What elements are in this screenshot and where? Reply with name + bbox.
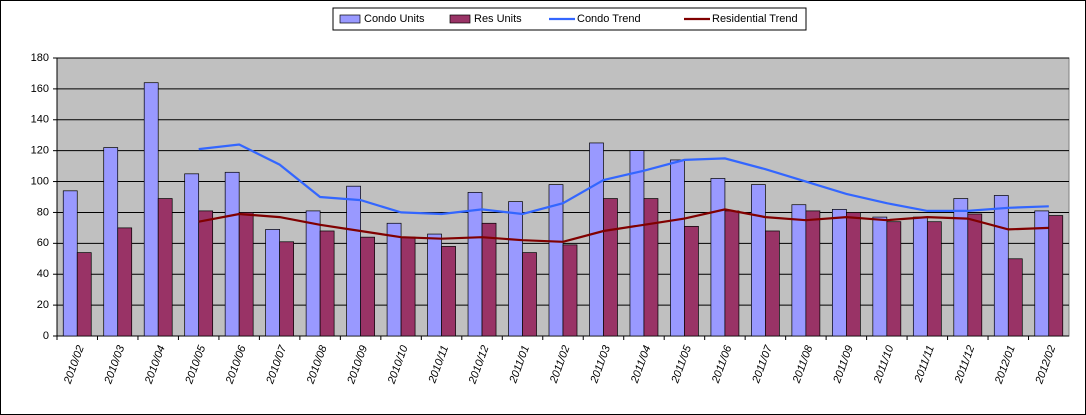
bar xyxy=(967,213,983,337)
bar xyxy=(724,210,740,337)
bar xyxy=(157,198,173,337)
legend-label: Condo Trend xyxy=(577,13,641,25)
y-tick-label: 160 xyxy=(31,83,49,95)
bar xyxy=(184,173,200,337)
bar xyxy=(1048,215,1064,337)
legend-label: Res Units xyxy=(474,13,522,25)
bar xyxy=(791,204,807,337)
bar xyxy=(224,171,240,337)
bar xyxy=(886,221,902,337)
bar xyxy=(629,150,645,337)
bar xyxy=(562,244,578,337)
legend-swatch xyxy=(449,14,471,24)
bar xyxy=(926,221,942,337)
legend-label: Condo Units xyxy=(364,13,425,25)
y-tick-label: 100 xyxy=(31,175,49,187)
bar xyxy=(522,252,537,337)
trend-line xyxy=(198,143,1049,216)
y-tick-label: 40 xyxy=(37,268,49,280)
bar xyxy=(805,210,821,337)
bar xyxy=(1034,210,1050,337)
bar xyxy=(751,184,766,337)
y-tick-label: 180 xyxy=(31,52,49,64)
bar xyxy=(1007,258,1023,337)
bar xyxy=(589,142,604,337)
bar xyxy=(684,225,699,337)
bar xyxy=(360,236,375,337)
bar xyxy=(427,233,442,337)
bar xyxy=(76,252,92,337)
bar xyxy=(846,212,861,337)
y-tick-label: 60 xyxy=(37,237,49,249)
bar xyxy=(62,190,78,337)
bar xyxy=(305,210,321,337)
bar xyxy=(238,212,254,337)
bar xyxy=(467,192,483,337)
bar xyxy=(346,185,361,337)
bar xyxy=(441,246,456,337)
bar xyxy=(643,198,659,337)
bar xyxy=(279,241,294,337)
bar xyxy=(912,216,928,337)
y-tick-label: 80 xyxy=(37,206,49,218)
bar xyxy=(265,229,280,337)
bar xyxy=(198,210,214,337)
bar xyxy=(872,216,888,337)
y-tick-label: 20 xyxy=(37,299,49,311)
y-tick-label: 0 xyxy=(43,330,49,342)
y-tick-label: 140 xyxy=(31,114,49,126)
trend-line xyxy=(198,208,1049,243)
bar xyxy=(481,222,497,337)
bar xyxy=(103,147,119,337)
bar xyxy=(319,230,335,337)
legend-swatch xyxy=(339,14,361,24)
bar xyxy=(765,230,780,337)
bar xyxy=(508,201,523,337)
bar xyxy=(832,209,847,337)
y-tick-label: 120 xyxy=(31,145,49,157)
legend-label: Residential Trend xyxy=(712,13,798,25)
bar xyxy=(710,178,726,337)
bar xyxy=(117,227,133,337)
bar xyxy=(143,82,159,337)
bar xyxy=(400,236,416,337)
bar xyxy=(993,195,1009,337)
bar xyxy=(670,159,685,337)
bar xyxy=(603,198,618,337)
bar xyxy=(386,222,402,337)
